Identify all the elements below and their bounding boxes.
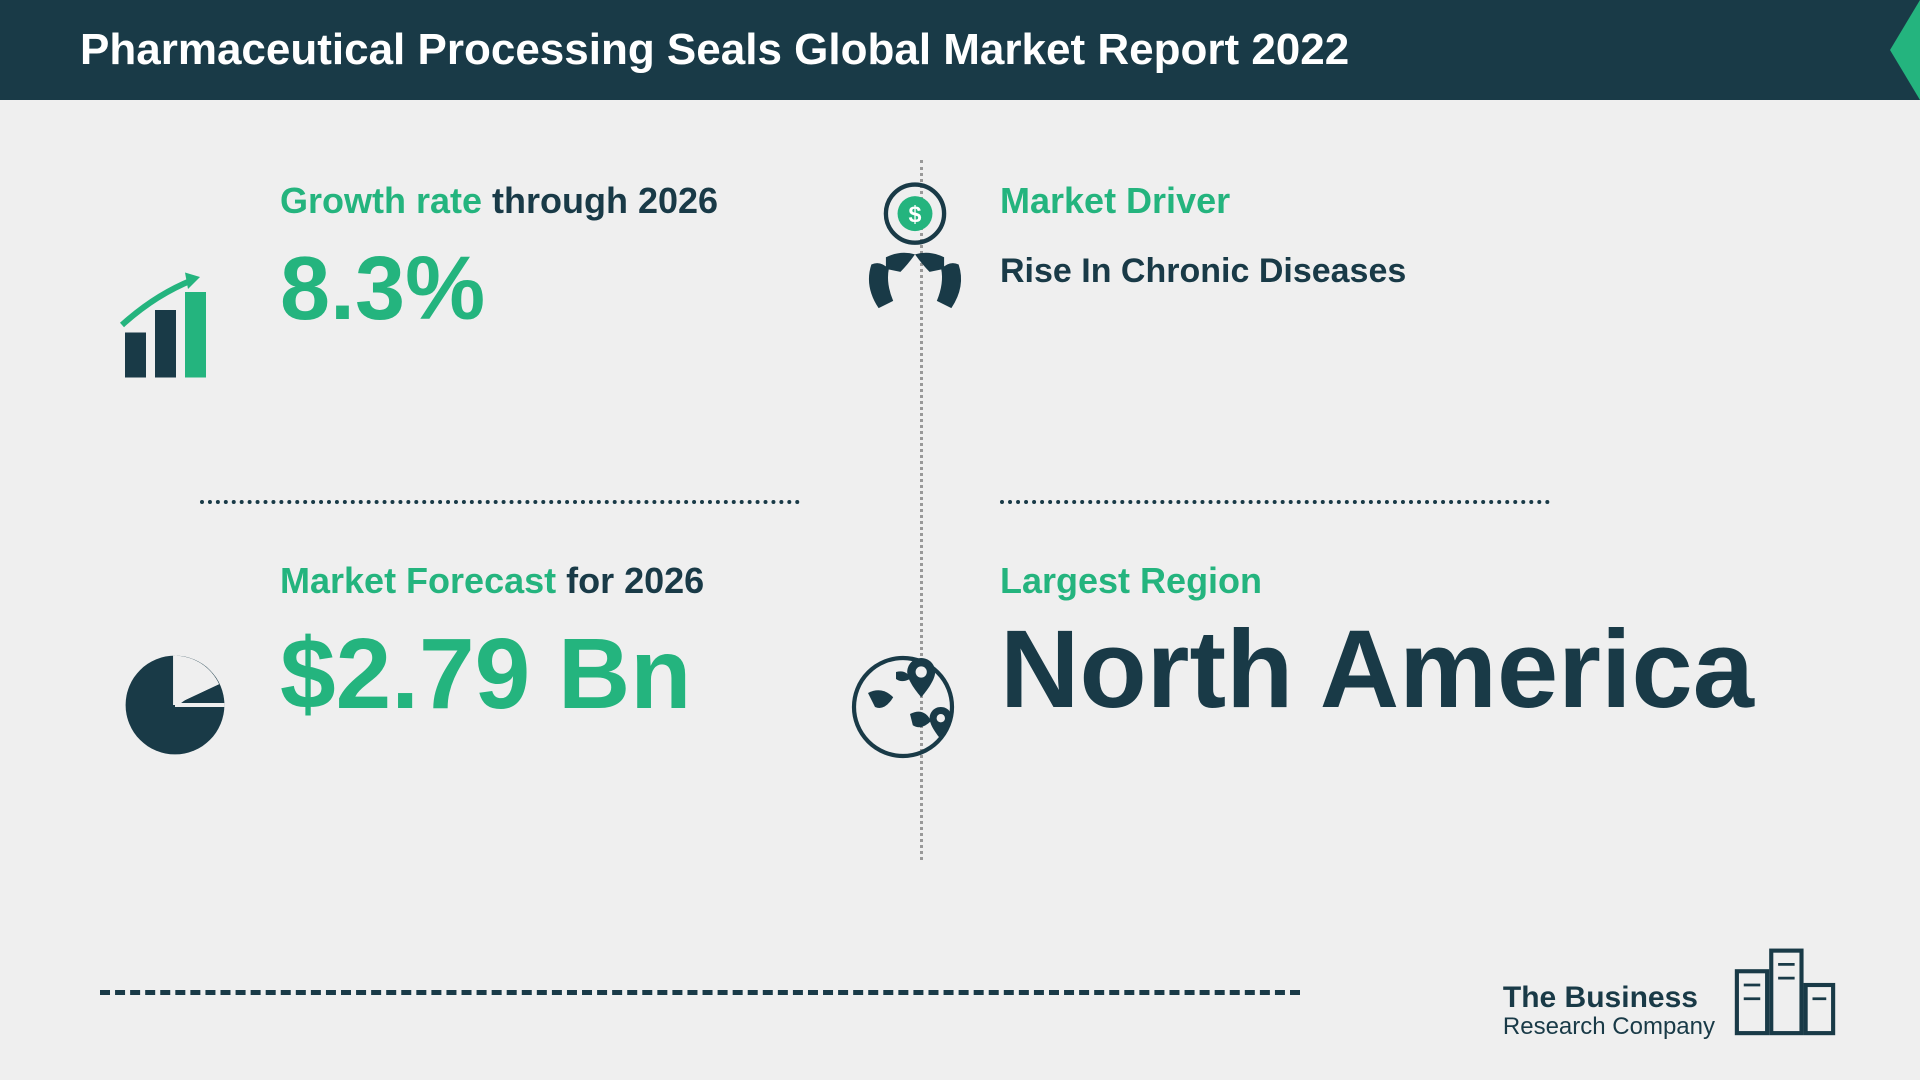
forecast-value: $2.79 Bn xyxy=(280,622,704,727)
pie-chart-icon xyxy=(110,640,240,775)
growth-rate-label: Growth rate through 2026 xyxy=(280,180,718,222)
buildings-icon xyxy=(1730,930,1840,1040)
forecast-label-prefix: Market Forecast xyxy=(280,560,556,601)
growth-label-suffix: through 2026 xyxy=(482,180,718,221)
logo-line2: Research Company xyxy=(1503,1014,1715,1040)
market-forecast-section: Market Forecast for 2026 $2.79 Bn xyxy=(120,560,704,727)
company-logo: The Business Research Company xyxy=(1503,930,1840,1040)
content-area: Growth rate through 2026 8.3% Market For… xyxy=(0,100,1920,1080)
hands-money-icon: $ xyxy=(840,170,990,335)
driver-label: Market Driver xyxy=(1000,180,1406,222)
horizontal-divider-left xyxy=(200,500,800,504)
forecast-label-suffix: for 2026 xyxy=(556,560,704,601)
bottom-dashed-line xyxy=(100,990,1300,995)
horizontal-divider-right xyxy=(1000,500,1550,504)
region-label: Largest Region xyxy=(1000,560,1754,602)
header-bar: Pharmaceutical Processing Seals Global M… xyxy=(0,0,1920,100)
market-driver-section: $ Market Driver Rise In Chronic Diseases xyxy=(1000,180,1406,291)
logo-line1: The Business xyxy=(1503,981,1715,1014)
growth-chart-icon xyxy=(110,250,260,405)
globe-pin-icon xyxy=(840,630,980,775)
growth-rate-section: Growth rate through 2026 8.3% xyxy=(120,180,718,337)
growth-label-prefix: Growth rate xyxy=(280,180,482,221)
forecast-label: Market Forecast for 2026 xyxy=(280,560,704,602)
region-value: North America xyxy=(1000,612,1754,728)
page-title: Pharmaceutical Processing Seals Global M… xyxy=(80,25,1349,75)
driver-value: Rise In Chronic Diseases xyxy=(1000,252,1406,291)
growth-rate-value: 8.3% xyxy=(280,242,718,337)
header-arrow-accent xyxy=(1890,0,1920,100)
largest-region-section: Largest Region North America xyxy=(1000,560,1754,728)
svg-text:$: $ xyxy=(909,201,922,227)
